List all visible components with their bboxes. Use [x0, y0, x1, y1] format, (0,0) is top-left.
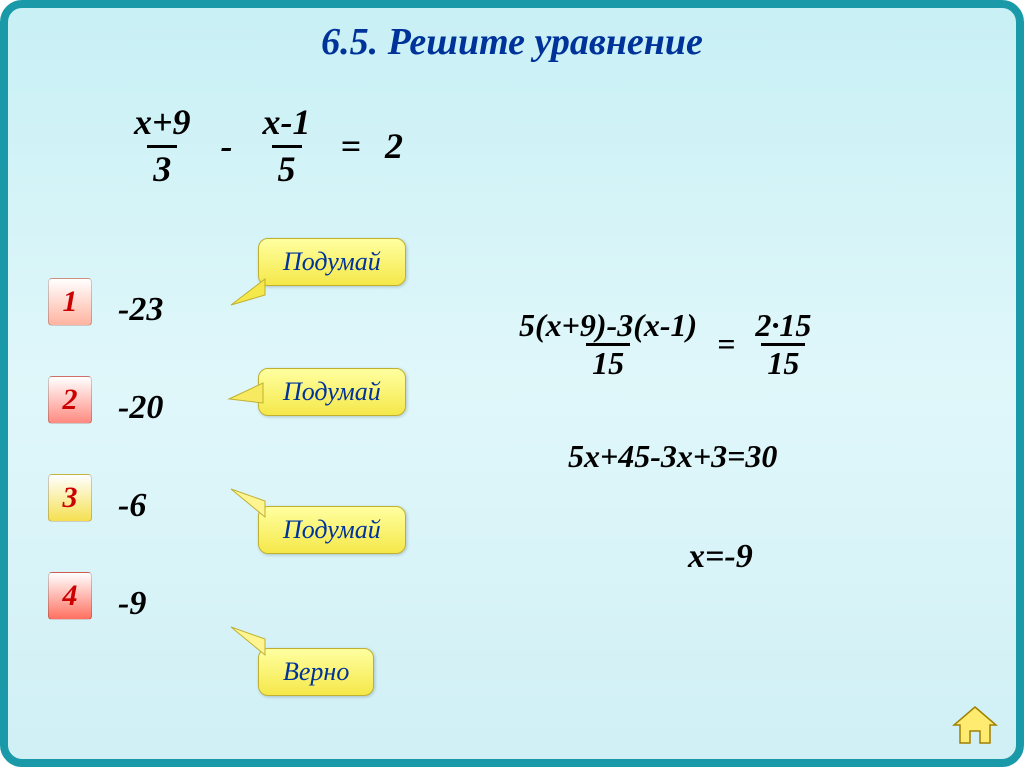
fraction-1: x+9 3	[128, 103, 197, 189]
solution-step-1: 5(x+9)-3(x-1) 15 = 2·15 15	[513, 308, 817, 381]
answer-value-4: -9	[118, 580, 163, 628]
callout-tail-icon	[231, 265, 271, 305]
main-equation: x+9 3 - x-1 5 = 2	[128, 103, 403, 189]
callout-correct: Верно	[258, 648, 374, 696]
callout-tail-icon	[229, 377, 269, 417]
rhs-value: 2	[385, 125, 403, 167]
answer-button-2[interactable]: 2	[48, 376, 92, 424]
answer-values: -23 -20 -6 -9	[118, 286, 163, 678]
equals-sign: =	[341, 125, 362, 167]
answer-button-4[interactable]: 4	[48, 572, 92, 620]
answer-button-3[interactable]: 3	[48, 474, 92, 522]
slide-title: 6.5. Решите уравнение	[8, 20, 1016, 64]
callout-think-1: Подумай	[258, 238, 406, 286]
answer-value-2: -20	[118, 384, 163, 432]
callout-think-3: Подумай	[258, 506, 406, 554]
solution-step-2: 5x+45-3x+3=30	[568, 438, 777, 475]
fraction-2: x-1 5	[257, 103, 317, 189]
slide-container: 6.5. Решите уравнение x+9 3 - x-1 5 = 2 …	[0, 0, 1024, 767]
solution-frac-rhs: 2·15 15	[749, 308, 817, 381]
solution-step-3: x=-9	[688, 538, 753, 576]
callout-tail-icon	[231, 489, 271, 529]
answer-button-1[interactable]: 1	[48, 278, 92, 326]
home-icon[interactable]	[952, 705, 998, 745]
minus-op: -	[221, 125, 233, 167]
answer-value-1: -23	[118, 286, 163, 334]
answer-buttons: 1 2 3 4	[48, 278, 92, 670]
callout-think-2: Подумай	[258, 368, 406, 416]
solution-frac-lhs: 5(x+9)-3(x-1) 15	[513, 308, 703, 381]
equals-sign: =	[717, 326, 735, 363]
callout-tail-icon	[231, 627, 271, 667]
answer-value-3: -6	[118, 482, 163, 530]
